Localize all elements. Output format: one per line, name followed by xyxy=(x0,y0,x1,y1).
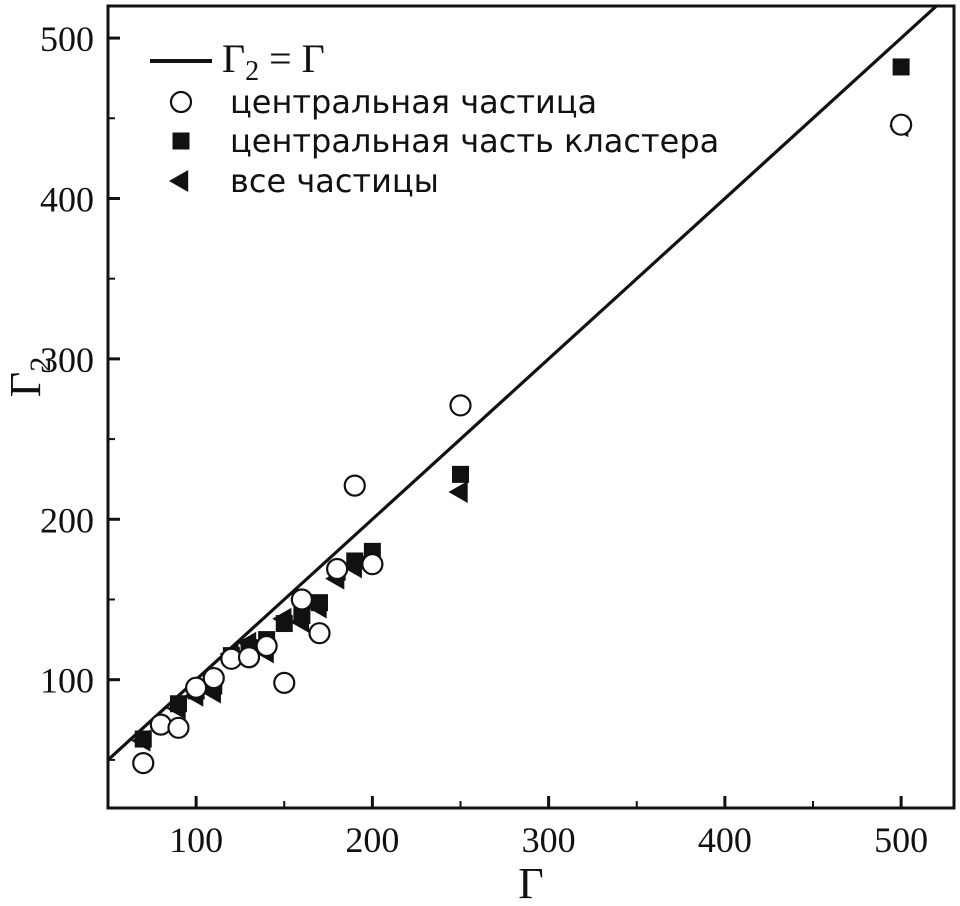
x-tick-label: 100 xyxy=(169,820,223,860)
y-tick-label: 200 xyxy=(40,500,94,540)
plot-marks xyxy=(108,6,939,775)
legend-label-cluster-center: центральная часть кластера xyxy=(230,122,719,160)
reference-line xyxy=(108,6,939,762)
cluster-center-point xyxy=(170,695,187,713)
x-tick-label: 200 xyxy=(345,820,399,860)
x-tick-label: 400 xyxy=(698,820,752,860)
central-particle-point xyxy=(308,622,331,645)
x-axis-title: Γ xyxy=(518,859,543,906)
central-particle-point xyxy=(185,676,208,699)
y-tick-label: 400 xyxy=(40,179,94,219)
legend-line-main: Γ xyxy=(222,36,245,81)
legend-symbol-triangle xyxy=(169,170,189,192)
y-tick-label: 100 xyxy=(40,661,94,701)
plot-frame xyxy=(106,4,956,810)
central-particle-point xyxy=(237,646,261,669)
cluster-center-point xyxy=(892,58,910,76)
cluster-center-point xyxy=(275,615,293,633)
central-particle-point xyxy=(132,751,155,775)
all-particles-point xyxy=(448,481,468,504)
legend-marker-2 xyxy=(169,170,189,192)
legend-marker-0 xyxy=(169,90,193,114)
legend-symbol-square xyxy=(172,132,190,150)
y-tick-label: 300 xyxy=(40,340,94,380)
central-particle-point xyxy=(361,553,384,576)
central-particle-point xyxy=(273,671,296,694)
cluster-center-point xyxy=(346,552,364,570)
central-particle-point xyxy=(202,666,225,690)
legend-label-line: Γ2 = Γ xyxy=(222,36,325,87)
series-0 xyxy=(132,113,913,775)
cluster-center-point xyxy=(134,730,152,748)
legend-label-central-particle: центральная частица xyxy=(230,83,597,121)
y-axis-title: Γ2 xyxy=(1,357,57,397)
central-particle-point xyxy=(290,588,313,611)
y-axis-title-main: Γ xyxy=(1,372,50,397)
legend-symbol-circle xyxy=(169,90,193,114)
y-tick-label: 500 xyxy=(40,19,94,59)
legend: Γ2 = Γ центральная частица центральная ч… xyxy=(150,36,719,200)
cluster-center-point xyxy=(311,594,328,612)
cluster-center-point xyxy=(452,465,469,483)
x-tick-label: 300 xyxy=(522,820,576,860)
central-particle-point xyxy=(255,634,278,658)
cluster-center-point xyxy=(293,607,311,625)
central-particle-point xyxy=(343,474,366,497)
legend-label-all-particles: все частицы xyxy=(230,162,439,200)
y-axis-title-sub: 2 xyxy=(24,357,57,372)
legend-line-rest: = Γ xyxy=(259,36,325,81)
x-tick-label: 500 xyxy=(874,820,928,860)
legend-marker-1 xyxy=(172,132,190,150)
central-particle-point xyxy=(890,113,913,136)
central-particle-point xyxy=(326,557,349,581)
axes: 100 200 300 400 500 100 200 300 400 500 xyxy=(40,19,928,860)
central-particle-point xyxy=(449,394,472,417)
legend-line-sub: 2 xyxy=(245,56,259,87)
central-particle-point xyxy=(167,716,190,739)
